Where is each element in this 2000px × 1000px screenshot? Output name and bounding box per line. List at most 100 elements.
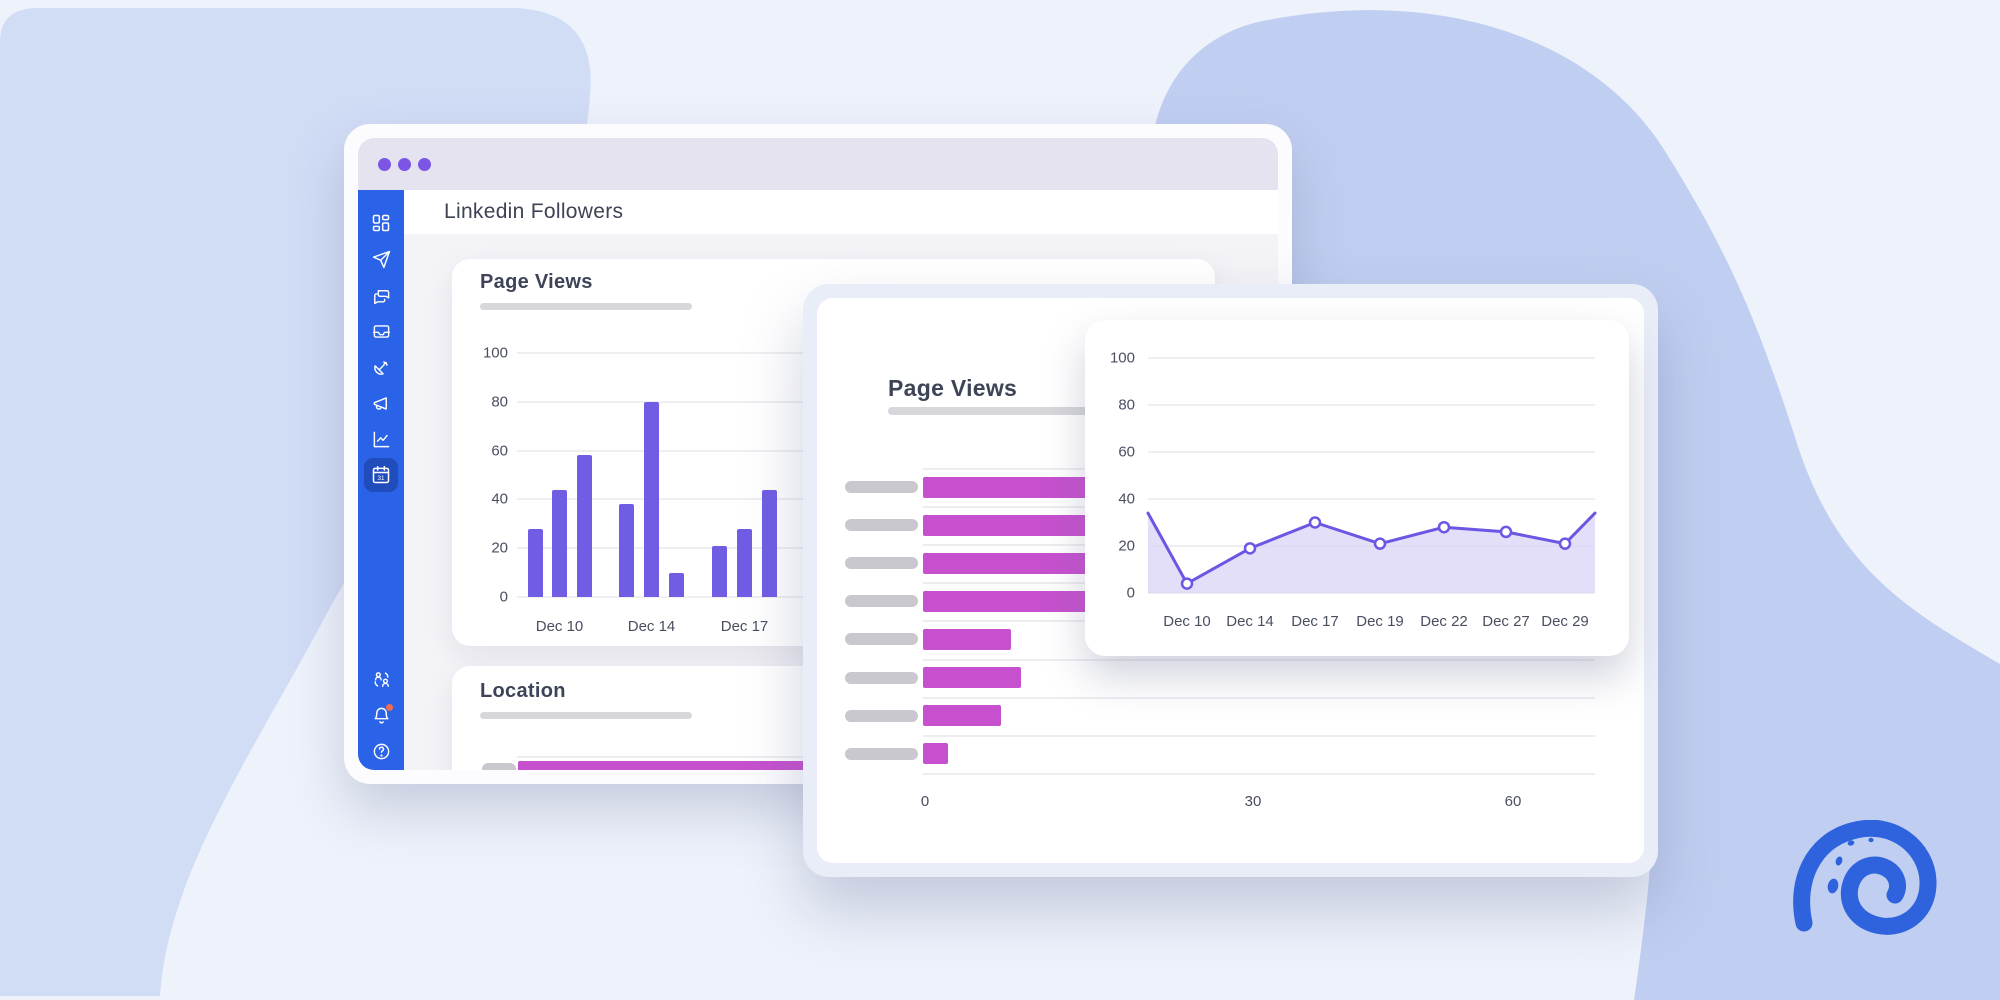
- brand-logo-spiral: [1793, 820, 1937, 935]
- x-axis-tick: Dec 14: [1226, 613, 1274, 630]
- sidebar-item-campaigns[interactable]: [364, 386, 398, 420]
- row-separator: [923, 658, 1595, 661]
- line-chart-icon: [372, 430, 391, 449]
- bar: [923, 743, 948, 765]
- bar: [669, 572, 684, 597]
- gridline: [1148, 451, 1595, 453]
- bar: [712, 545, 727, 597]
- bar: [619, 504, 634, 597]
- sidebar-item-messages[interactable]: [364, 278, 398, 312]
- help-circle-icon: [372, 742, 391, 761]
- data-point-marker: [1373, 537, 1387, 550]
- page-title: Linkedin Followers: [444, 200, 624, 223]
- x-axis-tick: Dec 22: [1420, 613, 1468, 630]
- gridline: [1148, 404, 1595, 406]
- y-axis-tick: 60: [491, 442, 508, 460]
- title-underline: [480, 303, 692, 310]
- card-title: Location: [480, 680, 566, 702]
- window-dot-2[interactable]: [398, 158, 411, 171]
- data-point-marker: [1308, 516, 1322, 529]
- bar: [762, 489, 777, 597]
- row-label-placeholder: [845, 747, 918, 760]
- y-axis-tick: 60: [1118, 443, 1135, 461]
- gridline: [1148, 357, 1595, 359]
- x-axis-tick: Dec 19: [1356, 613, 1404, 630]
- bar: [923, 667, 1021, 689]
- bar: [577, 455, 592, 597]
- x-axis-tick: Dec 29: [1541, 613, 1589, 630]
- sidebar-item-broadcast[interactable]: [364, 350, 398, 384]
- dashboard-icon: [371, 213, 391, 233]
- window-control-dots[interactable]: [378, 158, 431, 171]
- y-axis-tick: 80: [1118, 396, 1135, 414]
- x-axis-tick: 30: [1244, 792, 1262, 810]
- x-axis-tick: 60: [1504, 792, 1522, 810]
- sidebar-item-analytics[interactable]: [364, 422, 398, 456]
- chat-icon: [372, 286, 391, 305]
- bar: [737, 528, 752, 597]
- sidebar-item-help[interactable]: [364, 734, 398, 768]
- row-separator: [923, 772, 1595, 775]
- sidebar-item-dashboard[interactable]: [364, 206, 398, 240]
- x-axis-tick: Dec 17: [1291, 613, 1339, 630]
- data-point-marker: [1180, 577, 1194, 590]
- dashboard-window-front: Page Views 0 30 60 0 20 40 60 80 100 Dec 10 Dec 1…: [803, 284, 1658, 877]
- row-label-placeholder: [482, 763, 516, 770]
- row-label-placeholder: [845, 633, 918, 646]
- sidebar-item-calendar-active[interactable]: 31: [364, 458, 398, 492]
- window-dot-1[interactable]: [378, 158, 391, 171]
- title-underline: [480, 712, 692, 719]
- sidebar-item-inbox[interactable]: [364, 314, 398, 348]
- row-separator: [923, 696, 1595, 699]
- card-title: Page Views: [480, 271, 593, 293]
- sidebar-item-notifications[interactable]: [364, 698, 398, 732]
- x-axis-tick: Dec 10: [535, 618, 584, 635]
- sidebar: 31: [358, 190, 404, 770]
- title-underline: [888, 407, 1216, 415]
- y-axis-tick: 80: [491, 393, 508, 411]
- y-axis-tick: 40: [491, 490, 508, 508]
- notification-badge: [385, 703, 393, 711]
- bar: [552, 489, 567, 597]
- x-axis-tick: Dec 14: [627, 618, 676, 635]
- sidebar-item-send[interactable]: [364, 242, 398, 276]
- satellite-dish-icon: [372, 358, 391, 377]
- bar: [923, 628, 1012, 650]
- x-axis-tick: Dec 17: [720, 618, 769, 635]
- window-dot-3[interactable]: [418, 158, 431, 171]
- row-label-placeholder: [845, 595, 918, 608]
- x-axis-tick: 0: [920, 792, 930, 810]
- bar: [923, 705, 1002, 727]
- data-point-marker: [1558, 537, 1572, 550]
- row-label-placeholder: [845, 709, 918, 722]
- page-titlebar: Linkedin Followers: [404, 190, 1278, 234]
- calendar-31-icon: 31: [371, 465, 391, 485]
- card-title: Page Views: [888, 375, 1018, 401]
- y-axis-tick: 20: [1118, 537, 1135, 555]
- bar: [528, 528, 543, 597]
- y-axis-tick: 100: [1109, 349, 1135, 367]
- y-axis-tick: 20: [491, 539, 508, 557]
- bell-icon: [372, 703, 393, 725]
- row-label-placeholder: [845, 671, 918, 684]
- inbox-icon: [372, 322, 391, 341]
- row-separator: [923, 734, 1595, 737]
- megaphone-icon: [372, 394, 391, 413]
- data-point-marker: [1499, 525, 1513, 539]
- y-axis-tick: 0: [499, 588, 508, 606]
- row-label-placeholder: [845, 481, 918, 494]
- y-axis-tick: 40: [1118, 490, 1135, 508]
- bar: [644, 401, 659, 597]
- y-axis-tick: 0: [1126, 584, 1135, 602]
- data-point-marker: [1437, 520, 1451, 534]
- data-point-marker: [1243, 542, 1257, 555]
- svg-text:31: 31: [378, 475, 385, 482]
- card-line-chart: 0 20 40 60 80 100 Dec 10 Dec 14 Dec 17 Dec 19 Dec …: [1085, 320, 1629, 656]
- line-chart: 0 20 40 60 80 100 Dec 10 Dec 14 Dec 17 Dec 19 Dec …: [1085, 320, 1629, 656]
- users-sync-icon: [372, 670, 391, 689]
- sidebar-item-team[interactable]: [364, 662, 398, 696]
- gridline: [1148, 498, 1595, 500]
- x-axis-tick: Dec 27: [1482, 613, 1530, 630]
- y-axis-tick: 100: [482, 344, 508, 362]
